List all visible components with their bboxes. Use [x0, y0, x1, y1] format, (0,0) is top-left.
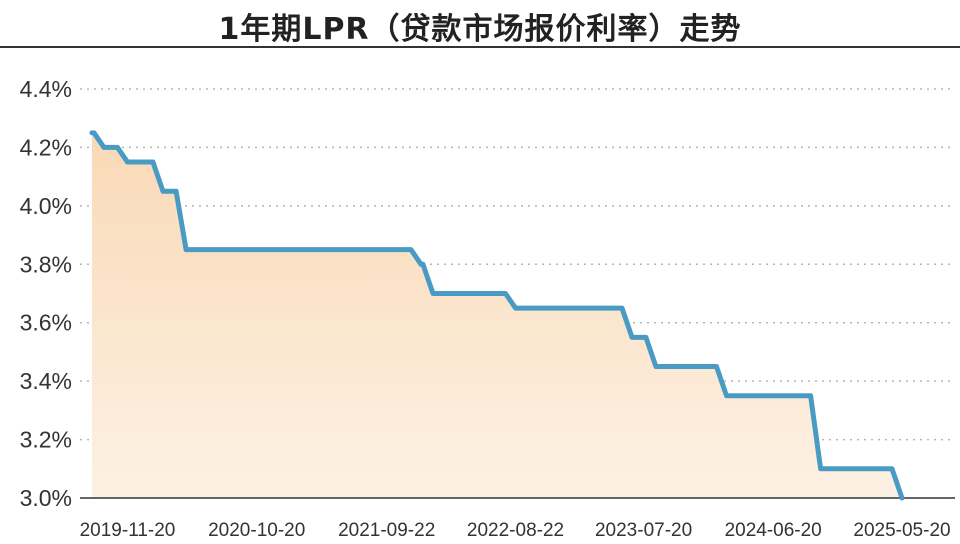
area-fill — [92, 132, 902, 499]
x-tick-label: 2025-05-20 — [853, 520, 950, 541]
x-tick-label: 2023-07-20 — [595, 520, 692, 541]
y-tick-label: 3.0% — [20, 485, 72, 511]
lpr-series-line — [89, 130, 905, 501]
y-tick-label: 3.2% — [20, 427, 72, 453]
x-tick-label: 2024-06-20 — [725, 520, 822, 541]
chart-title: 1年期LPR（贷款市场报价利率）走势 — [218, 12, 742, 47]
x-tick-label: 2021-09-22 — [338, 520, 435, 541]
y-tick-label: 3.8% — [20, 251, 72, 277]
x-tick-label: 2020-10-20 — [208, 520, 305, 541]
x-tick-label: 2022-08-22 — [467, 520, 564, 541]
y-tick-label: 4.4% — [20, 76, 72, 102]
y-tick-label: 3.6% — [20, 310, 72, 336]
y-tick-label: 4.0% — [20, 193, 72, 219]
y-tick-label: 4.2% — [20, 134, 72, 160]
x-tick-label: 2019-11-20 — [80, 520, 176, 541]
y-tick-label: 3.4% — [20, 368, 72, 394]
title-divider — [0, 46, 960, 48]
